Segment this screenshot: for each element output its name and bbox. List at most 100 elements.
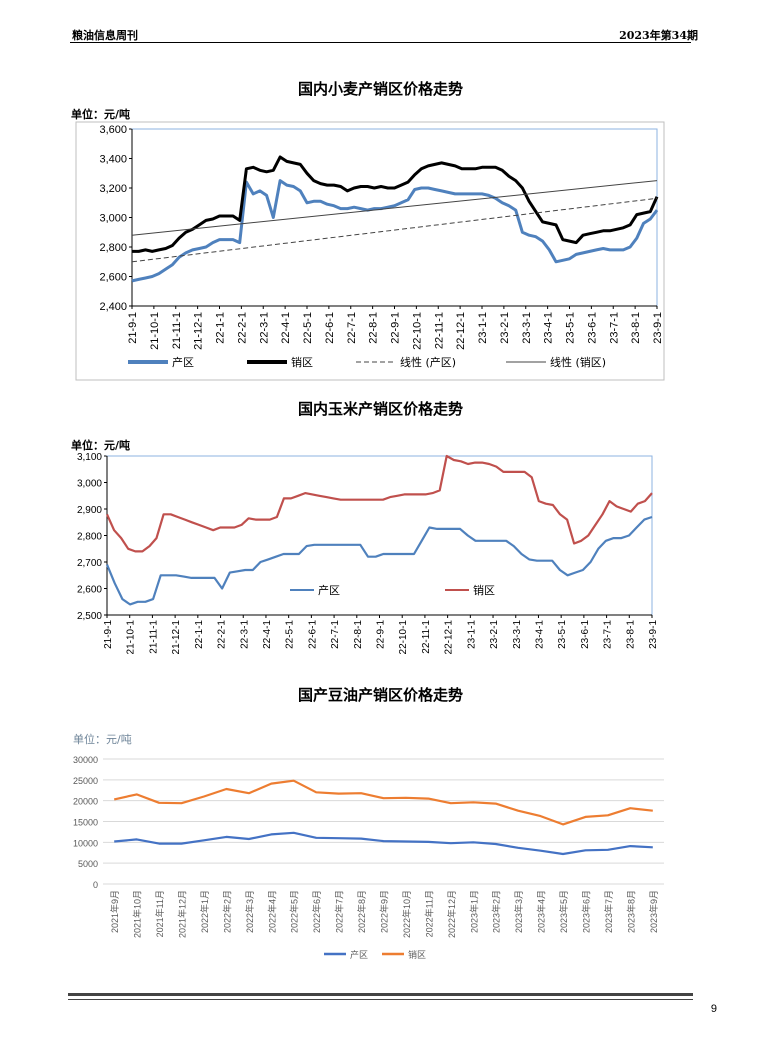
x-tick-label: 22-10-1 xyxy=(398,620,409,655)
y-tick-label: 2,700 xyxy=(77,558,102,569)
chart-title-soyoil: 国产豆油产销区价格走势 xyxy=(297,686,463,704)
x-tick-label: 23-9-1 xyxy=(648,620,659,649)
series-line-3 xyxy=(131,197,658,263)
y-tick-label: 5000 xyxy=(78,859,98,869)
y-tick-label: 2,800 xyxy=(77,532,102,543)
x-tick-label: 23-7-1 xyxy=(608,312,620,344)
x-tick-label: 23-9-1 xyxy=(652,312,664,344)
x-tick-label: 22-5-1 xyxy=(285,620,296,649)
x-tick-label: 2023年9月 xyxy=(648,890,659,933)
x-tick-label: 2022年11月 xyxy=(423,890,434,937)
header-right: 2023年第34期 xyxy=(619,29,698,42)
x-tick-label: 2023年2月 xyxy=(491,890,502,933)
x-tick-label: 2021年10月 xyxy=(132,890,143,938)
x-tick-label: 2023年7月 xyxy=(603,890,614,933)
y-tick-label: 3,000 xyxy=(99,213,127,225)
x-tick-label: 23-4-1 xyxy=(534,620,545,649)
y-tick-label: 10000 xyxy=(73,838,98,848)
legend-label-1: 产区 xyxy=(350,949,368,961)
x-tick-label: 21-10-1 xyxy=(149,312,161,350)
y-tick-label: 3,400 xyxy=(99,154,127,166)
x-tick-label: 2023年1月 xyxy=(468,890,479,933)
x-tick-label: 21-9-1 xyxy=(127,312,139,344)
y-tick-label: 2,400 xyxy=(99,301,127,313)
footer-divider-thin xyxy=(68,999,693,1000)
x-tick-label: 2023年6月 xyxy=(580,890,591,933)
x-tick-label: 22-3-1 xyxy=(239,620,250,649)
x-tick-label: 22-12-1 xyxy=(444,620,455,655)
x-tick-label: 22-11-1 xyxy=(433,312,445,349)
x-tick-label: 23-5-1 xyxy=(557,620,568,649)
x-tick-label: 2022年4月 xyxy=(266,890,277,933)
x-tick-label: 2021年9月 xyxy=(109,890,120,933)
x-tick-label: 22-4-1 xyxy=(262,620,273,649)
x-tick-label: 22-9-1 xyxy=(376,620,387,649)
x-tick-label: 2022年5月 xyxy=(289,890,300,933)
page-number: 9 xyxy=(710,1003,717,1015)
x-tick-label: 22-10-1 xyxy=(411,312,423,350)
x-tick-label: 23-4-1 xyxy=(543,312,555,344)
x-tick-label: 22-6-1 xyxy=(307,620,318,649)
x-tick-label: 2022年12月 xyxy=(446,890,457,938)
x-tick-label: 23-3-1 xyxy=(512,620,523,649)
x-tick-label: 22-2-1 xyxy=(236,312,248,344)
y-tick-label: 2,600 xyxy=(99,272,127,284)
x-tick-label: 23-3-1 xyxy=(521,312,533,344)
x-tick-label: 23-8-1 xyxy=(625,620,636,649)
x-tick-label: 23-1-1 xyxy=(477,312,489,344)
legend-label-3: 线性 (产区) xyxy=(400,355,456,369)
x-tick-label: 22-3-1 xyxy=(258,312,270,344)
unit-label-wheat: 单位：元/吨 xyxy=(71,108,131,121)
x-tick-label: 2022年3月 xyxy=(244,890,255,933)
x-tick-label: 23-5-1 xyxy=(565,312,577,344)
series-line-4 xyxy=(131,180,658,236)
chart-frame xyxy=(75,121,665,381)
wheat-price-chart: 2,400 2,600 2,800 3,000 3,200 3,400 3,600 21-9-… xyxy=(75,121,665,381)
x-tick-label: 21-10-1 xyxy=(126,620,137,655)
x-tick-label: 21-11-1 xyxy=(171,312,183,349)
y-tick-label: 0 xyxy=(93,880,98,890)
x-tick-label: 22-11-1 xyxy=(421,620,432,654)
x-tick-label: 21-12-1 xyxy=(193,312,205,350)
legend-label-1: 产区 xyxy=(318,583,340,597)
x-tick-label: 2022年9月 xyxy=(379,890,390,933)
x-tick-label: 22-12-1 xyxy=(455,312,467,350)
y-tick-label: 25000 xyxy=(73,776,98,786)
x-tick-label: 23-2-1 xyxy=(489,620,500,649)
y-tick-label: 30000 xyxy=(73,755,98,765)
y-tick-label: 3,600 xyxy=(99,124,127,136)
x-tick-label: 2021年11月 xyxy=(154,890,165,937)
x-tick-label: 23-7-1 xyxy=(603,620,614,649)
legend-label-1: 产区 xyxy=(172,355,194,369)
x-tick-label: 22-2-1 xyxy=(217,620,228,649)
x-tick-label: 23-1-1 xyxy=(466,620,477,649)
unit-label-corn: 单位：元/吨 xyxy=(71,439,131,452)
x-tick-label: 22-8-1 xyxy=(368,312,380,344)
x-tick-label: 2022年7月 xyxy=(334,890,345,933)
y-tick-label: 2,600 xyxy=(77,585,102,596)
x-tick-label: 2022年10月 xyxy=(401,890,412,938)
x-tick-label: 2023年3月 xyxy=(513,890,524,933)
legend-label-2: 销区 xyxy=(408,949,426,961)
header-divider xyxy=(70,42,691,43)
chart-title-wheat: 国内小麦产销区价格走势 xyxy=(297,80,463,98)
x-tick-label: 21-9-1 xyxy=(103,620,114,649)
y-tick-label: 2,800 xyxy=(99,242,127,254)
x-tick-label: 23-2-1 xyxy=(499,312,511,344)
series-line-1 xyxy=(131,179,659,283)
x-tick-label: 22-7-1 xyxy=(346,312,358,344)
x-tick-label: 22-7-1 xyxy=(330,620,341,649)
x-tick-label: 22-9-1 xyxy=(390,312,402,344)
series-line-2 xyxy=(105,454,653,553)
y-tick-label: 3,000 xyxy=(77,479,102,490)
y-tick-label: 20000 xyxy=(73,797,98,807)
x-tick-label: 22-6-1 xyxy=(324,312,336,344)
x-tick-label: 22-4-1 xyxy=(280,312,292,344)
x-tick-label: 2021年12月 xyxy=(177,890,188,938)
x-tick-label: 23-8-1 xyxy=(630,312,642,344)
y-tick-label: 2,500 xyxy=(77,611,102,622)
footer-divider-thick xyxy=(68,993,693,996)
x-tick-label: 22-5-1 xyxy=(302,312,314,344)
x-tick-label: 22-1-1 xyxy=(194,620,205,649)
corn-price-chart: 2,500 2,600 2,700 2,800 2,900 3,000 3,100 21-9-… xyxy=(77,452,659,654)
